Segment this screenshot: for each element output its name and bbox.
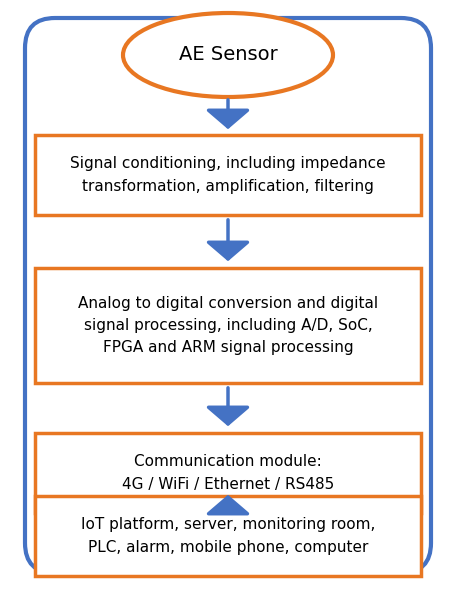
FancyBboxPatch shape bbox=[35, 268, 420, 383]
Ellipse shape bbox=[123, 13, 332, 97]
FancyBboxPatch shape bbox=[35, 496, 420, 576]
Text: Analog to digital conversion and digital
signal processing, including A/D, SoC,
: Analog to digital conversion and digital… bbox=[78, 296, 377, 355]
FancyBboxPatch shape bbox=[35, 433, 420, 513]
Text: AE Sensor: AE Sensor bbox=[178, 46, 277, 65]
Text: IoT platform, server, monitoring room,
PLC, alarm, mobile phone, computer: IoT platform, server, monitoring room, P… bbox=[81, 518, 374, 554]
FancyBboxPatch shape bbox=[35, 135, 420, 215]
Text: Communication module:
4G / WiFi / Ethernet / RS485: Communication module: 4G / WiFi / Ethern… bbox=[121, 454, 334, 492]
Text: Signal conditioning, including impedance
transformation, amplification, filterin: Signal conditioning, including impedance… bbox=[70, 157, 385, 193]
